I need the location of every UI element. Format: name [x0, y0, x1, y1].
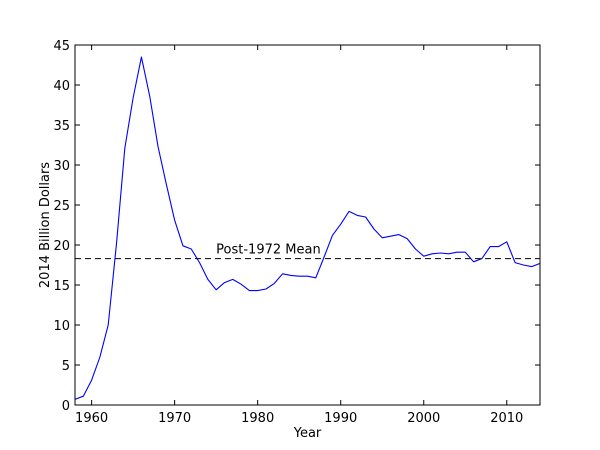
y-tick-label: 35	[53, 119, 70, 134]
mean-annotation: Post-1972 Mean	[216, 243, 321, 258]
plot-area	[75, 56, 540, 400]
x-tick-label: 1980	[241, 411, 274, 426]
y-tick-label: 30	[53, 159, 70, 174]
x-axis-label: Year	[293, 426, 322, 441]
x-tick-label: 1970	[158, 411, 191, 426]
x-tick-label: 1960	[75, 411, 108, 426]
y-tick-label: 40	[53, 79, 70, 94]
y-tick-label: 20	[53, 239, 70, 254]
plot-frame	[74, 44, 541, 406]
y-tick-label: 25	[53, 199, 70, 214]
axis-ticks: 1960 1970 1980 1990 2000 2010 0 5 10 15 20 25 30 35 40…	[53, 39, 540, 426]
series-line	[75, 56, 540, 400]
y-tick-label: 10	[53, 319, 70, 334]
x-tick-label: 2000	[407, 411, 440, 426]
y-tick-label: 45	[53, 39, 70, 54]
x-tick-label: 2010	[490, 411, 523, 426]
y-tick-label: 5	[62, 359, 70, 374]
plot-background	[75, 45, 540, 405]
y-axis-label: 2014 Billion Dollars	[38, 162, 53, 288]
y-tick-label: 0	[62, 399, 70, 414]
y-tick-label: 15	[53, 279, 70, 294]
x-tick-label: 1990	[324, 411, 357, 426]
